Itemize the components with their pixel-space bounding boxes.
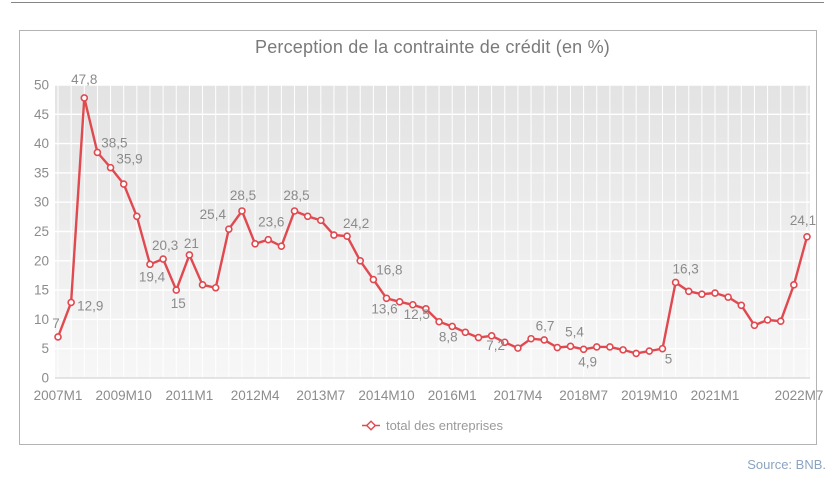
svg-text:25,4: 25,4 bbox=[200, 207, 227, 222]
legend-item-total-des-entreprises[interactable]: total des entreprises bbox=[55, 418, 810, 433]
svg-text:35,9: 35,9 bbox=[116, 152, 142, 167]
svg-text:16,8: 16,8 bbox=[376, 263, 402, 278]
svg-text:12,9: 12,9 bbox=[77, 298, 103, 313]
svg-text:2009M10: 2009M10 bbox=[96, 388, 152, 403]
svg-text:2022M7: 2022M7 bbox=[775, 388, 824, 403]
data-point-markers[interactable] bbox=[54, 94, 811, 358]
svg-text:20: 20 bbox=[34, 253, 49, 268]
svg-text:6,7: 6,7 bbox=[536, 319, 555, 334]
horizontal-gridlines bbox=[55, 84, 810, 350]
svg-text:7,2: 7,2 bbox=[486, 338, 505, 353]
data-point-labels: 712,947,838,535,919,420,3152125,428,523,… bbox=[52, 72, 816, 369]
svg-text:45: 45 bbox=[34, 107, 49, 122]
svg-text:2014M10: 2014M10 bbox=[358, 388, 414, 403]
svg-text:20,3: 20,3 bbox=[152, 238, 178, 253]
y-axis-labels: 0 5 10 15 20 25 30 35 40 45 50 bbox=[34, 78, 49, 386]
svg-text:28,5: 28,5 bbox=[283, 188, 309, 203]
svg-text:15: 15 bbox=[34, 283, 49, 298]
svg-text:2011M1: 2011M1 bbox=[166, 388, 214, 403]
svg-text:2016M1: 2016M1 bbox=[428, 388, 477, 403]
svg-text:5: 5 bbox=[665, 352, 673, 367]
svg-text:12,5: 12,5 bbox=[404, 307, 430, 322]
svg-text:5: 5 bbox=[41, 341, 49, 356]
svg-text:16,3: 16,3 bbox=[672, 261, 698, 276]
svg-text:7: 7 bbox=[52, 316, 60, 331]
svg-text:2012M4: 2012M4 bbox=[231, 388, 280, 403]
svg-text:38,5: 38,5 bbox=[101, 135, 127, 150]
svg-text:2007M1: 2007M1 bbox=[34, 388, 83, 403]
svg-text:24,1: 24,1 bbox=[790, 213, 816, 228]
svg-text:2013M7: 2013M7 bbox=[296, 388, 345, 403]
svg-text:19,4: 19,4 bbox=[139, 269, 166, 284]
svg-text:4,9: 4,9 bbox=[578, 354, 597, 369]
svg-text:40: 40 bbox=[34, 136, 49, 151]
svg-text:25: 25 bbox=[34, 224, 49, 239]
svg-text:50: 50 bbox=[34, 78, 49, 93]
legend-label: total des entreprises bbox=[385, 418, 504, 433]
svg-text:47,8: 47,8 bbox=[71, 72, 97, 87]
svg-text:24,2: 24,2 bbox=[343, 216, 369, 231]
svg-text:8,8: 8,8 bbox=[439, 329, 458, 344]
svg-text:2021M1: 2021M1 bbox=[691, 388, 740, 403]
x-axis-labels: 2007M1 2009M10 2011M1 2012M4 2013M7 2014M10 20… bbox=[34, 388, 824, 403]
legend-line-marker-icon bbox=[361, 420, 380, 431]
svg-text:5,4: 5,4 bbox=[565, 324, 584, 339]
svg-text:2019M10: 2019M10 bbox=[621, 388, 677, 403]
svg-text:0: 0 bbox=[41, 371, 49, 386]
svg-text:2018M7: 2018M7 bbox=[559, 388, 608, 403]
svg-text:21: 21 bbox=[184, 236, 199, 251]
chart-title: Perception de la contrainte de crédit (e… bbox=[255, 37, 610, 57]
svg-text:2017M4: 2017M4 bbox=[494, 388, 543, 403]
svg-text:30: 30 bbox=[34, 195, 49, 210]
svg-text:13,6: 13,6 bbox=[371, 301, 397, 316]
svg-text:23,6: 23,6 bbox=[258, 215, 284, 230]
source-note: Source: BNB. bbox=[747, 457, 826, 472]
series-line-total-des-entreprises[interactable] bbox=[56, 96, 809, 355]
svg-text:10: 10 bbox=[34, 312, 49, 327]
svg-text:15: 15 bbox=[171, 296, 186, 311]
page-top-rule bbox=[11, 2, 824, 3]
svg-text:28,5: 28,5 bbox=[230, 188, 256, 203]
svg-text:35: 35 bbox=[34, 165, 49, 180]
